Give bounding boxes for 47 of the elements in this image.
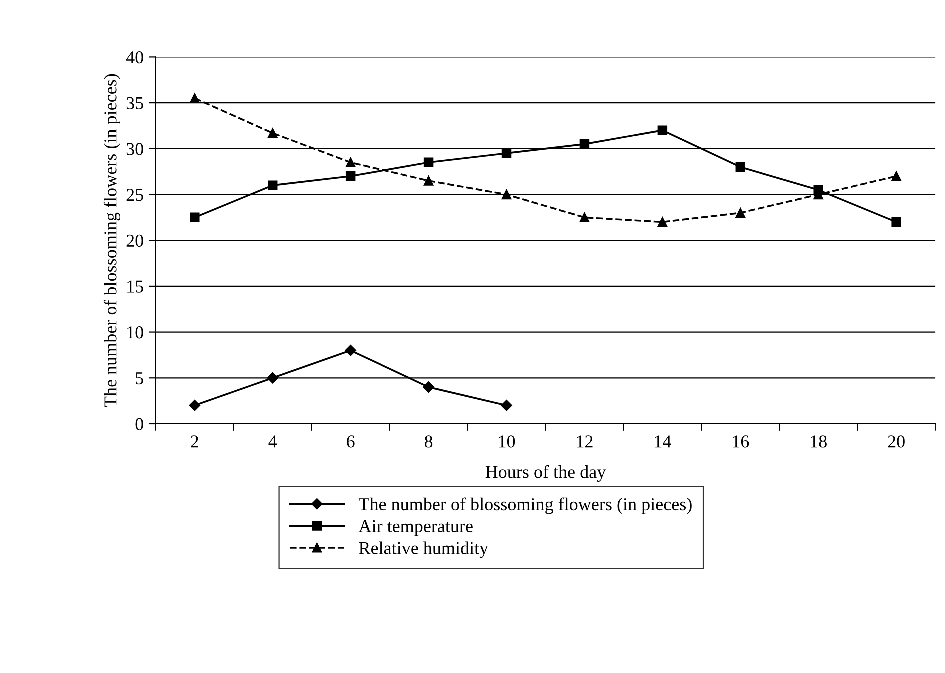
y-tick-label: 0 [136, 418, 144, 430]
point [736, 162, 746, 172]
point [736, 208, 746, 218]
point [190, 94, 200, 104]
y-tick-label: 35 [126, 97, 144, 110]
point [189, 400, 201, 412]
y-tick-label: 5 [136, 372, 144, 385]
point [658, 217, 668, 228]
x-tick-label: 20 [888, 436, 905, 448]
y-tick-label: 20 [126, 234, 144, 248]
y-tick-label: 10 [128, 326, 144, 339]
x-tick-label: 18 [811, 436, 827, 448]
point [423, 382, 434, 393]
y-axis-title: The number of blossoming flowers (in pieces) [104, 74, 121, 408]
y-tick-label: 30 [126, 143, 144, 156]
point [580, 139, 590, 150]
point [267, 372, 278, 384]
legend-label: Relative humidity [359, 542, 489, 558]
point [268, 128, 278, 138]
y-tick-label: 40 [126, 51, 144, 64]
point [424, 158, 434, 168]
point [268, 180, 278, 190]
point [892, 172, 902, 182]
point [424, 176, 434, 186]
point [346, 158, 356, 168]
x-axis-title: Hours of the day [486, 465, 606, 482]
point [658, 126, 668, 136]
point [502, 148, 512, 158]
x-tick-label: 14 [655, 436, 672, 448]
point [190, 212, 200, 223]
y-tick-label: 15 [128, 280, 144, 293]
x-tick-label: 12 [577, 436, 593, 448]
x-tick-label: 16 [733, 436, 750, 448]
x-tick-label: 10 [499, 436, 516, 448]
point [346, 172, 356, 182]
y-tick-label: 25 [126, 189, 144, 202]
x-tick-label: 8 [424, 436, 433, 448]
x-tick-label: 4 [268, 436, 278, 448]
point [502, 190, 512, 200]
legend-label: Air temperature [358, 520, 473, 536]
x-tick-label: 6 [347, 436, 355, 448]
point [501, 400, 512, 412]
x-tick-label: 2 [191, 436, 198, 448]
point [892, 217, 902, 228]
legend-label: The number of blossoming flowers (in pieces) [359, 498, 692, 514]
point [580, 212, 590, 223]
point [345, 345, 356, 356]
